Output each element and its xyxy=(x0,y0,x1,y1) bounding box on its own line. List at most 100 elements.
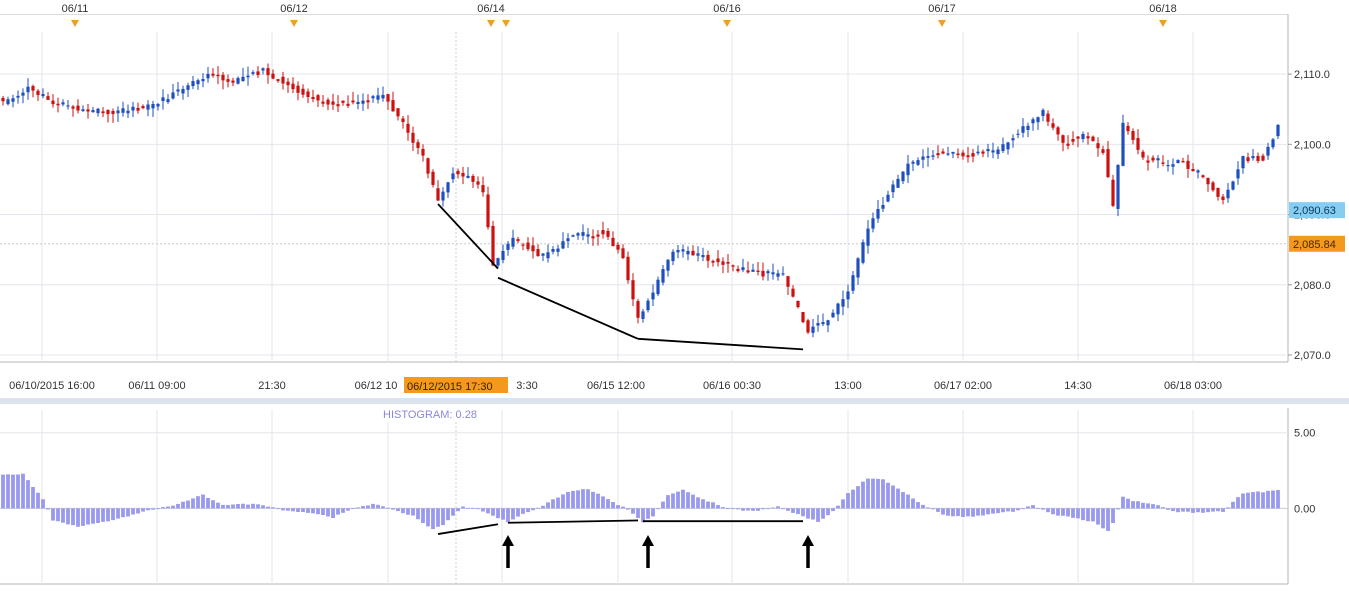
histogram-bar xyxy=(16,474,20,509)
histogram-bar xyxy=(596,493,600,509)
histogram-bar xyxy=(1081,508,1085,521)
histogram-trendline[interactable] xyxy=(507,519,639,524)
candle xyxy=(246,66,250,86)
candle xyxy=(521,242,525,251)
histogram-bar xyxy=(1181,508,1185,512)
candle xyxy=(336,95,340,112)
candle xyxy=(566,233,570,248)
histogram-bar xyxy=(486,508,490,514)
candle xyxy=(1011,134,1015,148)
histogram-bar xyxy=(1241,493,1245,509)
candle xyxy=(746,261,750,274)
histogram-bar xyxy=(41,499,45,509)
candle xyxy=(471,174,475,188)
candle xyxy=(701,247,705,262)
candle xyxy=(131,101,135,118)
histogram-bar xyxy=(511,508,515,520)
histogram-bar xyxy=(766,508,770,510)
candle xyxy=(216,66,220,85)
histogram-bar xyxy=(996,508,1000,514)
candle xyxy=(1136,129,1140,155)
candle xyxy=(716,250,720,267)
histogram-bar xyxy=(601,496,605,509)
histogram-bar xyxy=(736,508,740,510)
histogram-bar xyxy=(1216,508,1220,512)
candle xyxy=(681,244,685,258)
histogram-trendline[interactable] xyxy=(437,523,499,535)
histogram-bar xyxy=(651,508,655,517)
histogram-bar xyxy=(346,508,350,511)
candle xyxy=(606,228,610,240)
price-tick-label: 2,070.0 xyxy=(1294,350,1331,362)
candle xyxy=(101,107,105,118)
candle xyxy=(541,253,545,262)
price-panel: 2,070.02,080.02,090.02,100.02,110.006/11… xyxy=(0,3,1349,404)
histogram-bar xyxy=(966,508,970,517)
histogram-bar xyxy=(856,486,860,509)
candle xyxy=(531,237,535,259)
histogram-bar xyxy=(1161,507,1165,509)
candle xyxy=(931,149,935,160)
candle xyxy=(1241,155,1245,174)
candle xyxy=(686,246,690,261)
candle xyxy=(1171,158,1175,175)
candle xyxy=(331,93,335,110)
histogram-bar xyxy=(361,505,365,509)
histogram-bar xyxy=(151,508,155,510)
candle xyxy=(546,244,550,263)
histogram-bar xyxy=(456,508,460,512)
event-marker[interactable] xyxy=(938,20,946,27)
price-trendline[interactable] xyxy=(497,276,639,340)
event-marker[interactable] xyxy=(487,20,495,27)
histogram-bar xyxy=(606,499,610,509)
histogram-bar xyxy=(831,508,835,512)
event-marker[interactable] xyxy=(502,20,510,27)
histogram-bar xyxy=(1236,497,1240,509)
histogram-bar xyxy=(1056,508,1060,516)
candle xyxy=(966,147,970,163)
histogram-bar xyxy=(616,505,620,509)
candle xyxy=(1201,174,1205,179)
histogram-bar xyxy=(1011,508,1015,512)
candle xyxy=(11,94,15,108)
histogram-bar xyxy=(701,499,705,509)
event-marker[interactable] xyxy=(290,20,298,27)
histogram-bar xyxy=(156,508,160,510)
candle xyxy=(676,244,680,259)
histogram-bar xyxy=(556,497,560,509)
panel-separator xyxy=(0,398,1349,404)
histogram-bar xyxy=(196,496,200,509)
histogram-bar xyxy=(61,508,65,523)
candle xyxy=(996,146,1000,159)
histogram-bar xyxy=(431,508,435,530)
candle xyxy=(806,318,810,335)
candle xyxy=(371,94,375,103)
candle xyxy=(1146,155,1150,171)
candle xyxy=(291,77,295,94)
histogram-bar xyxy=(846,493,850,509)
price-trendline[interactable] xyxy=(437,203,499,270)
histogram-bar xyxy=(126,508,130,517)
price-tick-label: 2,110.0 xyxy=(1294,69,1330,81)
event-marker[interactable] xyxy=(1159,20,1167,27)
histogram-bar xyxy=(86,508,90,525)
histogram-bar xyxy=(711,502,715,509)
event-marker[interactable] xyxy=(723,20,731,27)
price-trendline[interactable] xyxy=(637,337,804,351)
histogram-bar xyxy=(521,508,525,514)
candle xyxy=(356,94,360,110)
candle xyxy=(1276,123,1280,139)
candle xyxy=(1001,137,1005,153)
candle xyxy=(301,84,305,98)
histogram-bar xyxy=(941,508,945,515)
histogram-bar xyxy=(1226,507,1230,509)
histogram-bar xyxy=(576,490,580,509)
candle xyxy=(26,78,30,100)
candle xyxy=(886,190,890,203)
event-marker[interactable] xyxy=(71,20,79,27)
histogram-bar xyxy=(281,508,285,511)
candle xyxy=(176,82,180,96)
histogram-bar xyxy=(1171,508,1175,512)
histogram-bar xyxy=(246,504,250,509)
